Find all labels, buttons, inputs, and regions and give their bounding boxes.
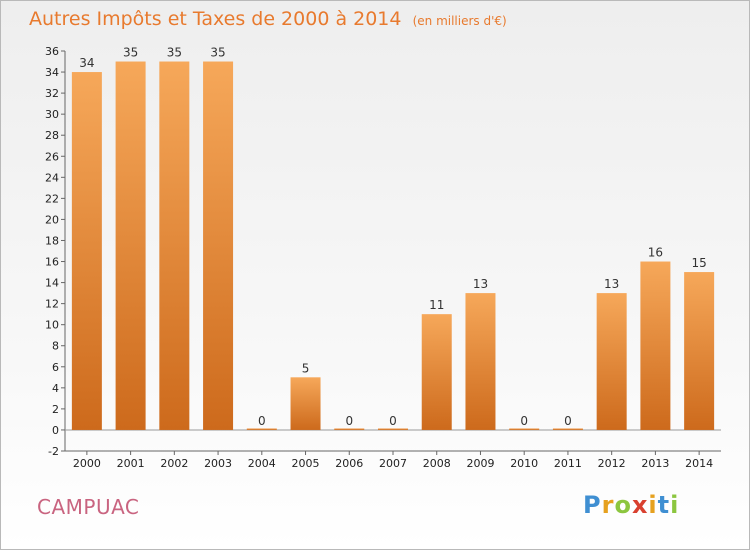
x-tick-label: 2004 (248, 457, 276, 470)
bar (290, 377, 321, 430)
y-tick-label: 22 (45, 192, 59, 205)
y-tick-label: 26 (45, 150, 59, 163)
bar-value-label: 0 (520, 414, 528, 428)
bar-value-label: 13 (473, 277, 488, 291)
logo-letter: i (670, 491, 680, 519)
bar-value-label: 35 (123, 46, 138, 60)
x-tick-label: 2008 (423, 457, 451, 470)
bar (552, 428, 583, 430)
bar (596, 293, 627, 430)
y-tick-label: 20 (45, 213, 59, 226)
bar-value-label: 13 (604, 277, 619, 291)
bar (640, 261, 671, 430)
bar-value-label: 16 (648, 246, 663, 260)
x-tick-label: 2005 (292, 457, 320, 470)
bar-value-label: 0 (564, 414, 572, 428)
bar-value-label: 11 (429, 298, 444, 312)
y-tick-label: 28 (45, 129, 59, 142)
y-tick-label: 10 (45, 319, 59, 332)
bar (509, 428, 540, 430)
bar (115, 61, 146, 430)
bar (334, 428, 365, 430)
y-tick-label: 32 (45, 87, 59, 100)
bar (378, 428, 408, 430)
chart-title: Autres Impôts et Taxes de 2000 à 2014 (29, 8, 402, 30)
bar (203, 61, 234, 430)
y-tick-label: 6 (52, 361, 59, 374)
chart-subtitle: (en milliers d'€) (412, 14, 507, 28)
bar-value-label: 0 (258, 414, 266, 428)
x-tick-label: 2006 (335, 457, 363, 470)
y-tick-label: 0 (52, 424, 59, 437)
bar-value-label: 5 (302, 361, 310, 375)
bar (159, 61, 190, 430)
x-tick-label: 2007 (379, 457, 407, 470)
bar-value-label: 15 (691, 256, 706, 270)
x-tick-label: 2002 (160, 457, 188, 470)
logo-letter: P (583, 491, 602, 519)
y-tick-label: 34 (45, 66, 59, 79)
y-tick-label: 18 (45, 234, 59, 247)
x-tick-label: 2012 (598, 457, 626, 470)
x-tick-label: 2011 (554, 457, 582, 470)
logo-letter: r (601, 491, 615, 519)
x-tick-label: 2010 (510, 457, 538, 470)
x-tick-label: 2009 (466, 457, 494, 470)
commune-name: CAMPUAC (37, 495, 140, 519)
y-tick-label: 16 (45, 256, 59, 269)
proxiti-logo[interactable]: Proxiti (583, 491, 679, 519)
x-tick-label: 2003 (204, 457, 232, 470)
y-tick-label: 36 (45, 45, 59, 58)
x-tick-label: 2000 (73, 457, 101, 470)
x-tick-label: 2001 (117, 457, 145, 470)
y-tick-label: 24 (45, 171, 59, 184)
bar (246, 428, 277, 430)
bar-value-label: 35 (210, 46, 225, 60)
bar (684, 272, 715, 430)
title-row: Autres Impôts et Taxes de 2000 à 2014 (e… (29, 8, 507, 30)
x-tick-label: 2013 (641, 457, 669, 470)
y-tick-label: 14 (45, 277, 59, 290)
logo-letter: o (614, 491, 632, 519)
bar (71, 72, 102, 430)
bar-value-label: 0 (345, 414, 353, 428)
logo-letter: t (657, 491, 671, 519)
y-tick-label: -2 (48, 445, 59, 458)
bar-value-label: 34 (79, 56, 94, 70)
bar-value-label: 35 (167, 46, 182, 60)
logo-letter: x (631, 491, 649, 519)
logo-letter: i (648, 491, 658, 519)
bar-value-label: 0 (389, 414, 397, 428)
bar (465, 293, 496, 430)
y-tick-label: 12 (45, 298, 59, 311)
y-tick-label: 4 (52, 382, 59, 395)
x-tick-label: 2014 (685, 457, 713, 470)
y-tick-label: 2 (52, 403, 59, 416)
y-tick-label: 8 (52, 340, 59, 353)
bar (421, 314, 452, 430)
y-tick-label: 30 (45, 108, 59, 121)
